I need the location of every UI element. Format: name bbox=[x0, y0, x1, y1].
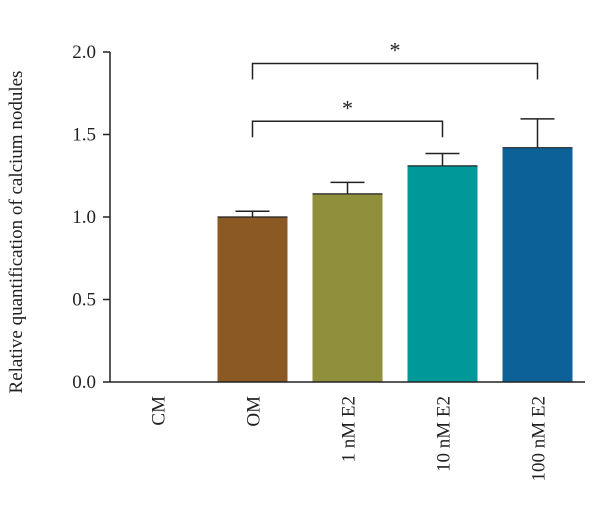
y-tick-label: 0.5 bbox=[72, 290, 96, 311]
x-axis: CM OM 1 nM E2 10 nM E2 100 nM E2 bbox=[110, 381, 585, 482]
x-tick-label: 1 nM E2 bbox=[339, 396, 360, 463]
x-tick-label: CM bbox=[149, 396, 170, 426]
bars bbox=[217, 118, 573, 382]
significance-brackets: ** bbox=[251, 38, 539, 138]
x-tick-label: 10 nM E2 bbox=[434, 396, 455, 472]
significance-bracket bbox=[251, 62, 539, 80]
bar bbox=[407, 165, 478, 382]
x-tick-label: 100 nM E2 bbox=[529, 396, 550, 482]
y-tick-label: 2.0 bbox=[72, 42, 96, 63]
y-axis: 0.0 0.5 1.0 1.5 2.0 bbox=[72, 42, 111, 393]
significance-star: * bbox=[390, 38, 401, 63]
y-tick-label: 1.0 bbox=[72, 207, 96, 228]
y-tick-label: 0.0 bbox=[72, 372, 96, 393]
bar bbox=[312, 193, 383, 382]
y-axis-label: Relative quantification of calcium nodul… bbox=[6, 71, 27, 394]
bar bbox=[217, 217, 288, 382]
significance-bracket bbox=[251, 120, 444, 138]
bar bbox=[502, 147, 573, 382]
y-tick-label: 1.5 bbox=[72, 125, 96, 146]
significance-star: * bbox=[342, 95, 353, 120]
x-tick-label: OM bbox=[244, 396, 265, 427]
